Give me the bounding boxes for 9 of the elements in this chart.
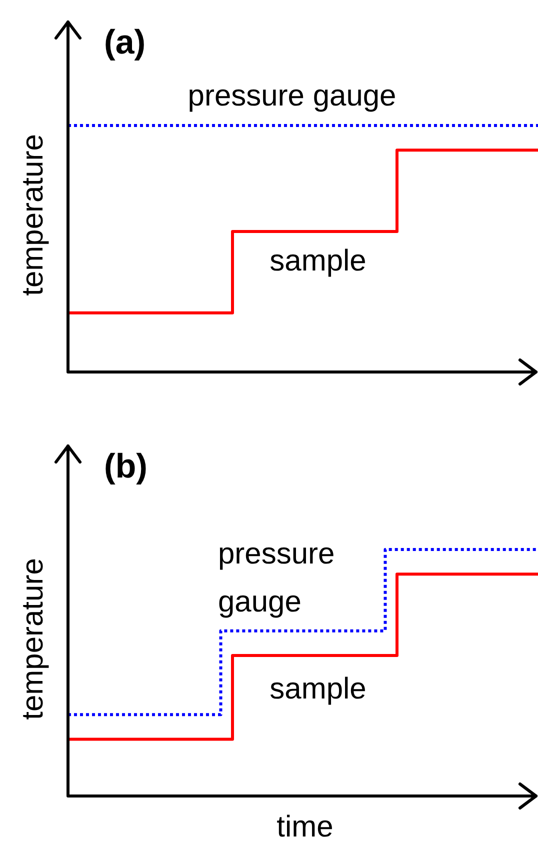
y-axis-title: temperature [16, 134, 50, 296]
y-axis-title: temperature [16, 558, 50, 720]
chart-title: (a) [104, 23, 146, 62]
series-label: pressure gauge [218, 537, 335, 618]
series-label: pressure gauge [188, 79, 396, 112]
x-axis-title: time [276, 810, 334, 844]
series-label: sample [270, 672, 366, 706]
chart-title: (b) [104, 447, 148, 486]
series-label: sample [270, 244, 366, 278]
